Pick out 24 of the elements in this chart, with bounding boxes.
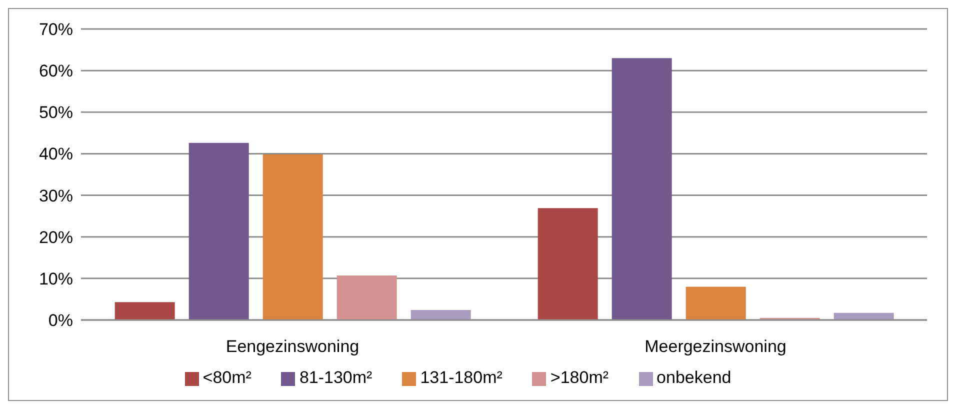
legend-label: >180m² xyxy=(550,368,609,387)
y-tick-label: 20% xyxy=(38,228,73,247)
x-tick-label: Eengezinswoning xyxy=(226,337,360,356)
bar xyxy=(612,58,672,320)
bar xyxy=(834,312,894,320)
legend-label: 131-180m² xyxy=(420,368,502,387)
legend-label: onbekend xyxy=(656,368,732,387)
legend-label: <80m² xyxy=(202,368,252,387)
bar xyxy=(538,208,598,320)
y-tick-label: 10% xyxy=(38,269,73,288)
y-tick-label: 0% xyxy=(48,311,73,330)
bar xyxy=(336,276,397,320)
bar xyxy=(262,154,323,320)
legend-label: 81-130m² xyxy=(299,368,372,387)
bar xyxy=(114,302,175,320)
bar xyxy=(188,142,249,320)
y-tick-label: 60% xyxy=(38,62,73,81)
x-tick-label: Meergezinswoning xyxy=(644,337,786,356)
y-tick-label: 70% xyxy=(38,20,73,40)
bar xyxy=(686,286,746,320)
y-tick-label: 40% xyxy=(38,144,73,164)
y-tick-label: 50% xyxy=(38,103,73,122)
y-tick-label: 30% xyxy=(38,186,73,206)
bar xyxy=(410,310,471,320)
